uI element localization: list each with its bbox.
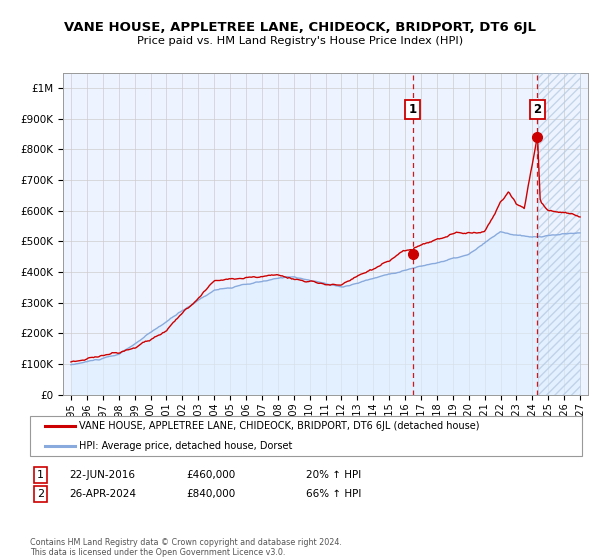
Text: HPI: Average price, detached house, Dorset: HPI: Average price, detached house, Dors… (79, 441, 293, 451)
Text: 22-JUN-2016: 22-JUN-2016 (69, 470, 135, 480)
Text: £460,000: £460,000 (186, 470, 235, 480)
Text: Price paid vs. HM Land Registry's House Price Index (HPI): Price paid vs. HM Land Registry's House … (137, 36, 463, 46)
Text: 2: 2 (37, 489, 44, 499)
Text: £840,000: £840,000 (186, 489, 235, 499)
Text: 20% ↑ HPI: 20% ↑ HPI (306, 470, 361, 480)
Text: VANE HOUSE, APPLETREE LANE, CHIDEOCK, BRIDPORT, DT6 6JL: VANE HOUSE, APPLETREE LANE, CHIDEOCK, BR… (64, 21, 536, 34)
Text: 26-APR-2024: 26-APR-2024 (69, 489, 136, 499)
Text: 66% ↑ HPI: 66% ↑ HPI (306, 489, 361, 499)
Text: 2: 2 (533, 103, 541, 116)
Text: Contains HM Land Registry data © Crown copyright and database right 2024.
This d: Contains HM Land Registry data © Crown c… (30, 538, 342, 557)
Text: VANE HOUSE, APPLETREE LANE, CHIDEOCK, BRIDPORT, DT6 6JL (detached house): VANE HOUSE, APPLETREE LANE, CHIDEOCK, BR… (79, 421, 480, 431)
Text: 1: 1 (37, 470, 44, 480)
Text: 1: 1 (409, 103, 416, 116)
